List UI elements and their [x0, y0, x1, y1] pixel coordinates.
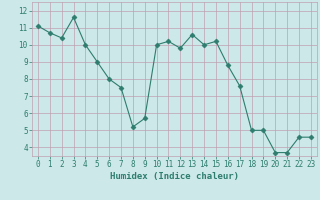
X-axis label: Humidex (Indice chaleur): Humidex (Indice chaleur)	[110, 172, 239, 181]
